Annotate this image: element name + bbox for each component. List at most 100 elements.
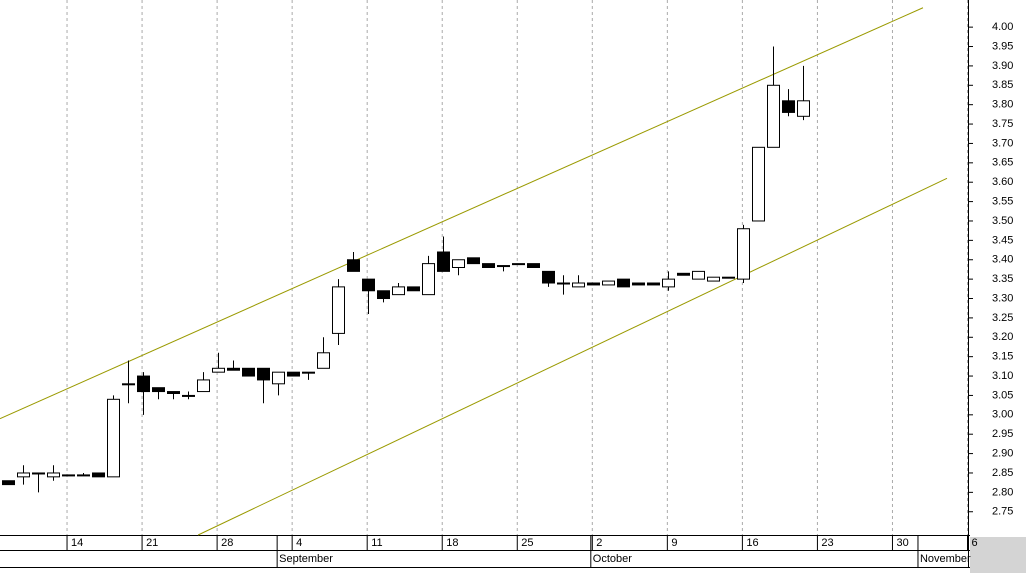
x-tick-label: 18 xyxy=(446,537,458,549)
corner xyxy=(970,537,1026,573)
candle-body xyxy=(242,367,255,377)
candle-body xyxy=(272,371,285,385)
trend-line xyxy=(0,7,924,420)
y-tick-label: 3.65 xyxy=(992,157,1013,169)
y-tick-label: 3.00 xyxy=(992,409,1013,421)
x-tick-label: 14 xyxy=(71,537,83,549)
month-label: September xyxy=(279,553,333,565)
y-tick-label: 3.95 xyxy=(992,40,1013,52)
candle-body xyxy=(662,278,675,288)
y-tick-label: 2.80 xyxy=(992,486,1013,498)
candle-body xyxy=(257,367,270,381)
candle-body xyxy=(122,383,135,386)
candle-body xyxy=(182,394,195,397)
y-tick-label: 3.40 xyxy=(992,254,1013,266)
x-tick-label: 30 xyxy=(896,537,908,549)
x-tick-label: 6 xyxy=(972,537,978,549)
x-tick-label: 9 xyxy=(671,537,677,549)
y-tick-label: 3.70 xyxy=(992,137,1013,149)
candle-body xyxy=(317,352,330,369)
candle-body xyxy=(227,367,240,371)
y-tick-label: 3.80 xyxy=(992,99,1013,111)
candle-body xyxy=(692,270,705,280)
y-tick-label: 3.60 xyxy=(992,176,1013,188)
candle-body xyxy=(752,146,765,222)
candle-body xyxy=(47,472,60,478)
candle-body xyxy=(2,480,15,486)
month-label: November xyxy=(920,553,971,565)
candle-body xyxy=(587,282,600,286)
candle-body xyxy=(572,282,585,288)
candle-body xyxy=(617,278,630,288)
candle-body xyxy=(407,286,420,292)
x-tick-label: 23 xyxy=(821,537,833,549)
candle-body xyxy=(362,278,375,292)
candle-body xyxy=(152,387,165,393)
y-tick-label: 3.25 xyxy=(992,312,1013,324)
candle-body xyxy=(737,228,750,280)
candle-body xyxy=(452,259,465,268)
candle-body xyxy=(707,276,720,282)
candle-body xyxy=(332,286,345,334)
candle-body xyxy=(392,286,405,296)
candle-body xyxy=(677,272,690,276)
y-tick-label: 3.90 xyxy=(992,60,1013,72)
candle-body xyxy=(482,263,495,269)
y-tick-label: 3.50 xyxy=(992,215,1013,227)
y-tick-label: 4.00 xyxy=(992,21,1013,33)
candle-body xyxy=(467,257,480,265)
candle-body xyxy=(542,270,555,284)
candle-body xyxy=(527,263,540,269)
candle-body xyxy=(377,290,390,300)
x-tick-label: 16 xyxy=(746,537,758,549)
candle-body xyxy=(107,398,120,478)
candle-body xyxy=(602,280,615,286)
candle-body xyxy=(347,259,360,272)
candle-body xyxy=(722,276,735,279)
x-tick-label: 11 xyxy=(371,537,382,549)
candle-body xyxy=(632,282,645,286)
candle-body xyxy=(167,391,180,394)
trend-line xyxy=(197,177,948,536)
x-tick-label: 4 xyxy=(296,537,302,549)
y-tick-label: 3.55 xyxy=(992,196,1013,208)
candle-body xyxy=(62,474,75,477)
x-tick-label: 2 xyxy=(596,537,602,549)
candle-body xyxy=(647,282,660,286)
candle-body xyxy=(212,367,225,373)
y-tick-label: 3.15 xyxy=(992,351,1013,363)
y-tick-label: 3.20 xyxy=(992,331,1013,343)
month-label: October xyxy=(593,553,632,565)
candle-body xyxy=(32,472,45,475)
y-tick-label: 2.95 xyxy=(992,428,1013,440)
x-tick-label: 21 xyxy=(146,537,158,549)
candle-body xyxy=(782,100,795,113)
x-tick-label: 28 xyxy=(221,537,233,549)
y-tick-label: 2.85 xyxy=(992,467,1013,479)
y-tick-label: 3.85 xyxy=(992,79,1013,91)
candle-body xyxy=(197,379,210,393)
candle-body xyxy=(767,84,780,148)
candle-body xyxy=(137,375,150,393)
candle-body xyxy=(497,265,510,268)
candle-body xyxy=(437,251,450,272)
candle-body xyxy=(92,472,105,478)
candle-body xyxy=(77,474,90,477)
x-tick-label: 25 xyxy=(521,537,533,549)
y-tick-label: 2.75 xyxy=(992,506,1013,518)
candle-body xyxy=(422,263,435,296)
y-tick-label: 3.35 xyxy=(992,273,1013,285)
candle-body xyxy=(797,100,810,117)
candle-body xyxy=(512,263,525,266)
y-tick-label: 3.30 xyxy=(992,292,1013,304)
candle-body xyxy=(287,371,300,377)
candle-body xyxy=(17,472,30,478)
y-tick-label: 2.90 xyxy=(992,447,1013,459)
candle-body xyxy=(557,282,570,285)
candle-body xyxy=(302,371,315,374)
y-tick-label: 3.10 xyxy=(992,370,1013,382)
y-tick-label: 3.75 xyxy=(992,118,1013,130)
y-tick-label: 3.45 xyxy=(992,234,1013,246)
y-tick-label: 3.05 xyxy=(992,389,1013,401)
